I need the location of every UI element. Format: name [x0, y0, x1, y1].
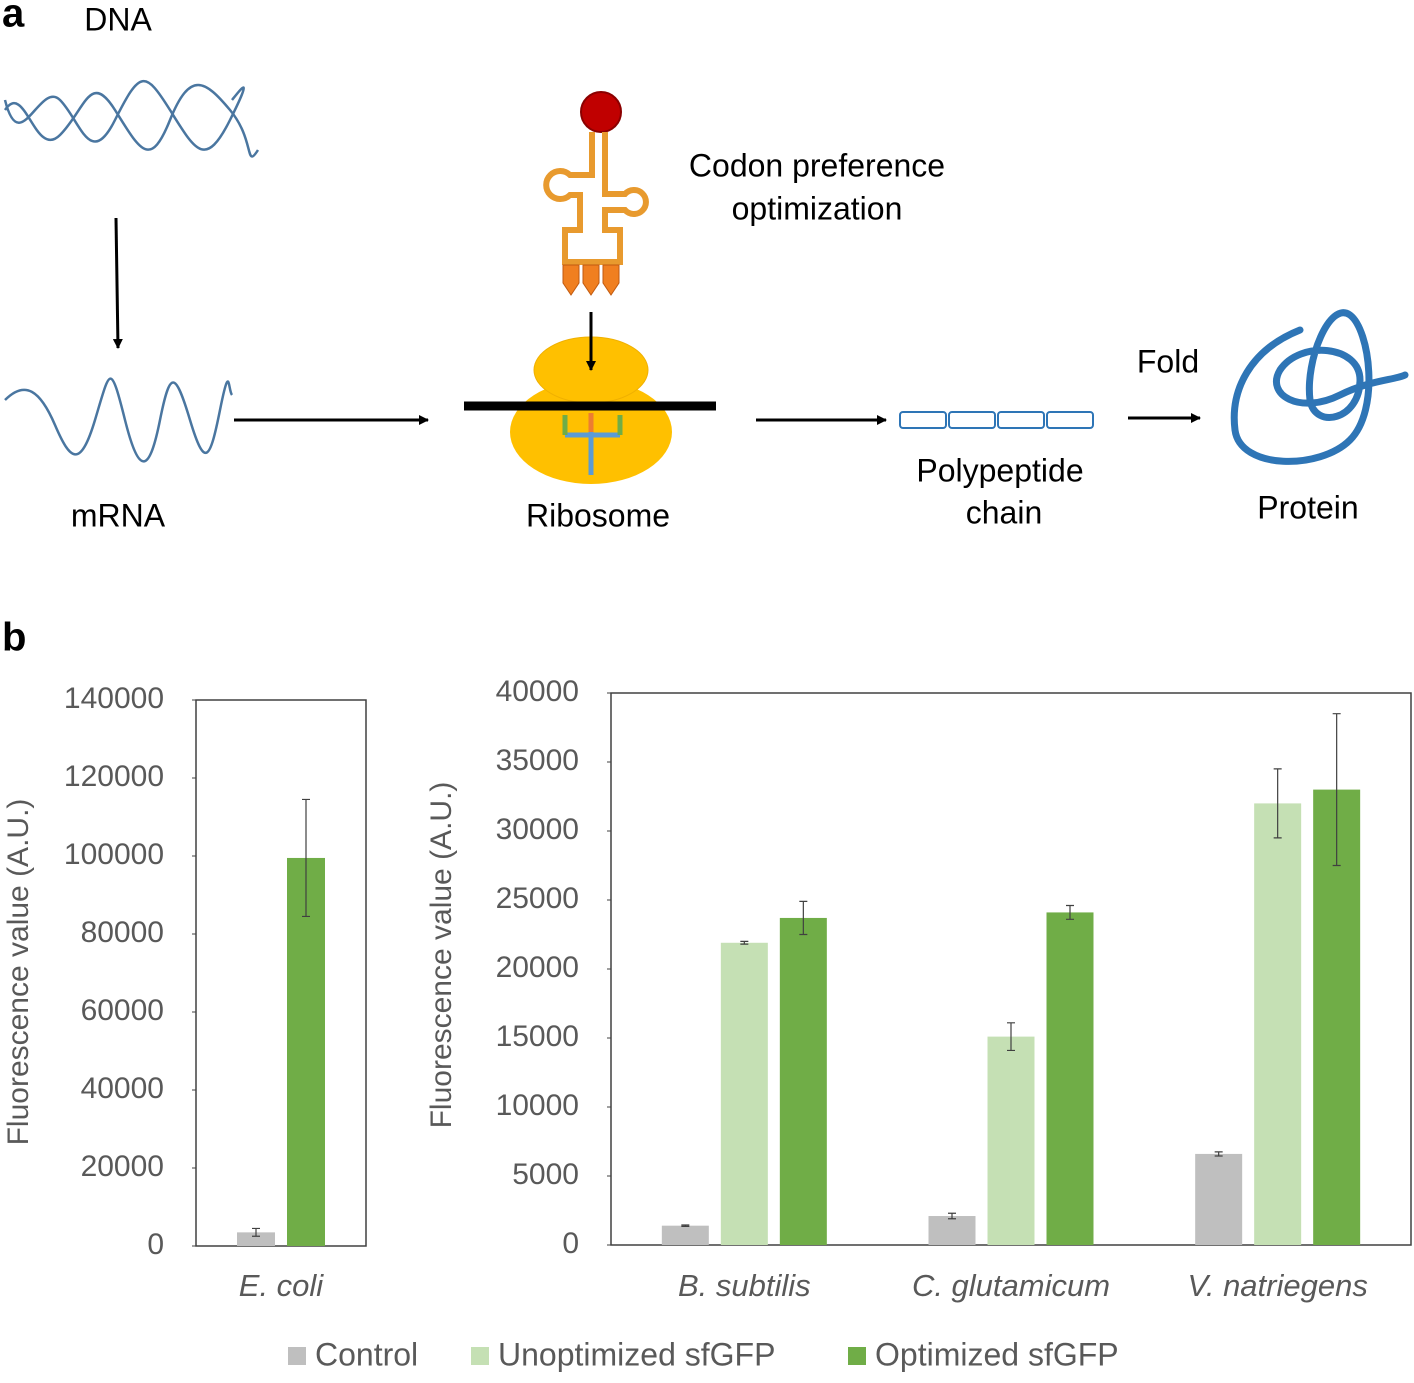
- y-tick-label: 0: [147, 1228, 164, 1261]
- fold-label: Fold: [1137, 343, 1199, 379]
- bar: [237, 1232, 275, 1246]
- y-tick-label: 35000: [496, 744, 579, 777]
- protein-shape: [1230, 309, 1409, 465]
- error-bar: [1066, 904, 1074, 920]
- polypeptide-label: chain: [966, 494, 1043, 530]
- dna-helix: [3, 79, 260, 158]
- y-tick-label: 25000: [496, 882, 579, 915]
- y-tick-label: 40000: [81, 1072, 164, 1105]
- error-bar: [252, 1227, 260, 1237]
- bar: [720, 942, 768, 1245]
- legend-swatch: [288, 1347, 306, 1365]
- panel-a: a DNA mRNA Codon preference optimization…: [2, 0, 1409, 533]
- protein-label: Protein: [1257, 489, 1358, 525]
- bar: [928, 1216, 976, 1245]
- bar: [779, 917, 827, 1245]
- bar: [661, 1225, 709, 1245]
- y-tick-label: 10000: [496, 1089, 579, 1122]
- mrna-label: mRNA: [71, 497, 166, 533]
- error-bar: [799, 900, 808, 936]
- error-bar: [1273, 768, 1282, 839]
- bar: [1254, 803, 1302, 1245]
- legend-swatch: [471, 1347, 489, 1365]
- x-tick-label: E. coli: [239, 1268, 325, 1303]
- legend-label: Control: [315, 1336, 418, 1372]
- y-tick-label: 100000: [64, 838, 164, 871]
- polypeptide: [899, 411, 1094, 429]
- panel-label: a: [2, 0, 25, 36]
- y-tick-label: 140000: [64, 682, 164, 715]
- x-tick-label: C. glutamicum: [912, 1268, 1110, 1303]
- bar: [1195, 1153, 1243, 1245]
- polypeptide-label: Polypeptide: [916, 452, 1083, 488]
- x-tick-label: V. natriegens: [1187, 1268, 1367, 1303]
- legend-label: Optimized sfGFP: [875, 1336, 1119, 1372]
- y-axis-title: Fluorescence value (A.U.): [2, 799, 35, 1146]
- trna: [543, 91, 649, 296]
- dna-label: DNA: [84, 1, 152, 37]
- y-tick-label: 5000: [512, 1158, 579, 1191]
- bar: [1046, 912, 1094, 1245]
- bar: [987, 1036, 1035, 1245]
- error-bar: [302, 798, 310, 918]
- y-tick-label: 60000: [81, 994, 164, 1027]
- error-bar: [1332, 713, 1341, 867]
- y-tick-label: 15000: [496, 1020, 579, 1053]
- error-bar: [740, 940, 749, 945]
- plot-frame: [195, 699, 367, 1247]
- error-bar: [948, 1212, 956, 1220]
- y-tick-label: 20000: [81, 1150, 164, 1183]
- y-axis-title: Fluorescence value (A.U.): [425, 782, 458, 1129]
- y-tick-label: 30000: [496, 813, 579, 846]
- y-tick-label: 80000: [81, 916, 164, 949]
- panel-label: b: [2, 616, 26, 660]
- codon-label: Codon preference: [689, 147, 945, 183]
- mrna-wave: [4, 377, 234, 463]
- legend-label: Unoptimized sfGFP: [498, 1336, 775, 1372]
- error-bar: [1214, 1151, 1223, 1157]
- arrow: [112, 217, 123, 349]
- bar: [287, 857, 325, 1246]
- legend-swatch: [848, 1347, 866, 1365]
- y-tick-label: 20000: [496, 951, 579, 984]
- ribosome-label: Ribosome: [526, 497, 670, 533]
- y-tick-label: 120000: [64, 760, 164, 793]
- y-tick-label: 40000: [496, 675, 579, 708]
- x-tick-label: B. subtilis: [678, 1268, 811, 1303]
- error-bar: [1007, 1022, 1015, 1052]
- error-bar: [681, 1224, 690, 1227]
- y-tick-label: 0: [562, 1227, 579, 1260]
- codon-label: optimization: [732, 190, 903, 226]
